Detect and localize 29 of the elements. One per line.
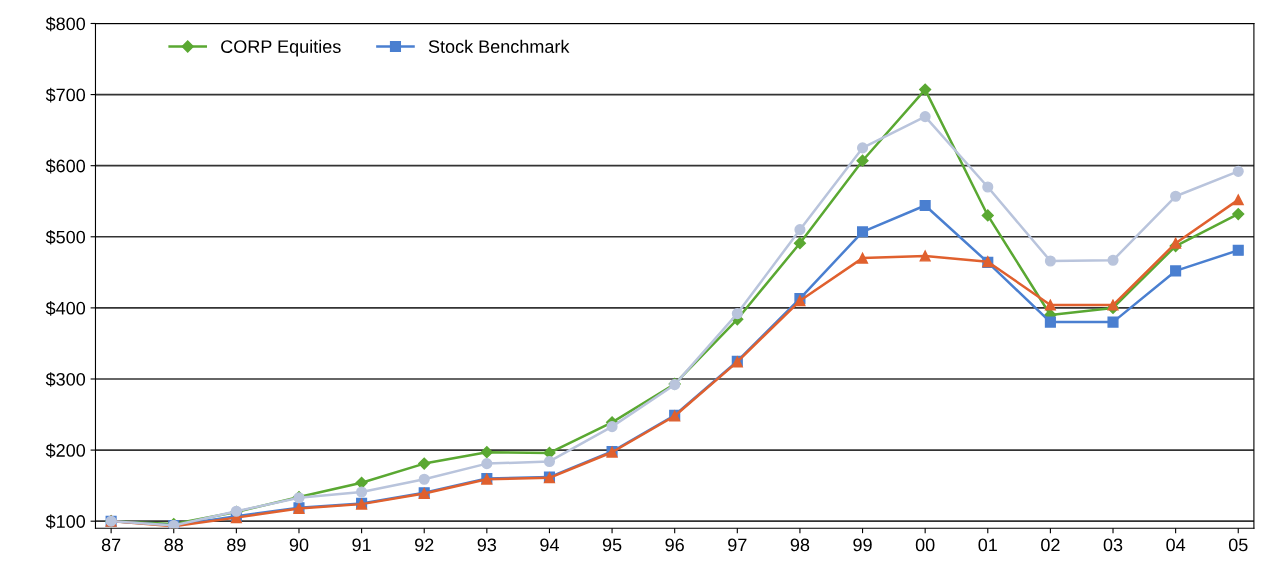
x-tick-label: 02	[1041, 538, 1060, 552]
x-tick-label: 87	[101, 538, 121, 552]
y-tick-label: $200	[45, 443, 86, 458]
x-tick-label: 03	[1103, 538, 1123, 552]
legend-label: Stock Benchmark	[428, 39, 570, 53]
legend-label: CORP Equities	[221, 39, 341, 57]
y-tick-label: $800	[45, 16, 86, 32]
y-tick-label: $100	[45, 514, 86, 529]
y-tick-label: $600	[45, 158, 86, 174]
x-tick-label: 96	[665, 538, 684, 552]
x-tick-label: 95	[602, 538, 622, 552]
x-tick-label: 88	[164, 538, 183, 552]
x-tick-label: 97	[728, 538, 747, 552]
x-tick-label: 90	[289, 538, 309, 552]
x-tick-label: 89	[227, 538, 246, 552]
x-tick-label: 01	[978, 538, 997, 552]
y-tick-label: $500	[45, 229, 86, 245]
x-tick-label: 98	[790, 538, 810, 552]
x-tick-label: 91	[352, 538, 371, 552]
x-tick-label: 92	[415, 538, 434, 552]
y-tick-label: $300	[45, 372, 86, 387]
y-tick-label: $700	[45, 87, 86, 103]
x-tick-label: 04	[1166, 538, 1186, 552]
x-tick-label: 00	[915, 538, 935, 552]
x-tick-label: 99	[853, 538, 872, 552]
x-tick-label: 93	[477, 538, 497, 552]
x-tick-label: 05	[1228, 538, 1248, 552]
x-tick-label: 94	[540, 538, 559, 552]
y-tick-label: $400	[45, 301, 86, 316]
